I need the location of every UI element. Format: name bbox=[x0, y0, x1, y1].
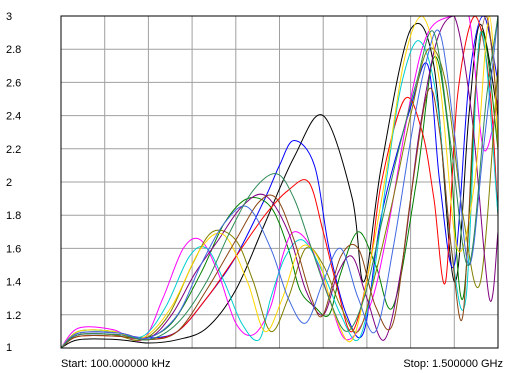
y-tick-label: 1.8 bbox=[6, 210, 21, 222]
series-line-5 bbox=[60, 15, 499, 349]
series-line-9 bbox=[60, 15, 499, 349]
series-line-7 bbox=[60, 47, 499, 349]
series-line-11 bbox=[60, 15, 499, 349]
plot-frame bbox=[60, 15, 499, 349]
series-line-12 bbox=[60, 15, 499, 349]
series-line-8 bbox=[60, 15, 499, 349]
y-tick-label: 1.2 bbox=[6, 310, 21, 322]
y-tick-label: 1.6 bbox=[6, 243, 21, 255]
grid-lines bbox=[61, 16, 498, 348]
plot-area bbox=[60, 15, 499, 349]
y-tick-label: 3 bbox=[6, 11, 12, 23]
series-line-6 bbox=[60, 31, 499, 349]
y-tick-label: 2.4 bbox=[6, 111, 21, 123]
y-axis-ticks: 1 1.2 1.4 1.6 1.8 2 2.2 2.4 2.6 2.8 3 bbox=[6, 11, 21, 354]
y-tick-label: 1 bbox=[6, 342, 12, 354]
stop-frequency-label: Stop: 1.500000 GHz bbox=[403, 358, 503, 370]
y-tick-label: 2 bbox=[6, 177, 12, 189]
y-tick-label: 1.4 bbox=[6, 277, 21, 289]
series-line-1 bbox=[60, 22, 499, 349]
y-tick-label: 2.2 bbox=[6, 144, 21, 156]
start-frequency-label: Start: 100.000000 kHz bbox=[61, 358, 170, 370]
y-tick-label: 2.6 bbox=[6, 77, 21, 89]
series-line-10 bbox=[60, 15, 499, 349]
y-tick-label: 2.8 bbox=[6, 44, 21, 56]
